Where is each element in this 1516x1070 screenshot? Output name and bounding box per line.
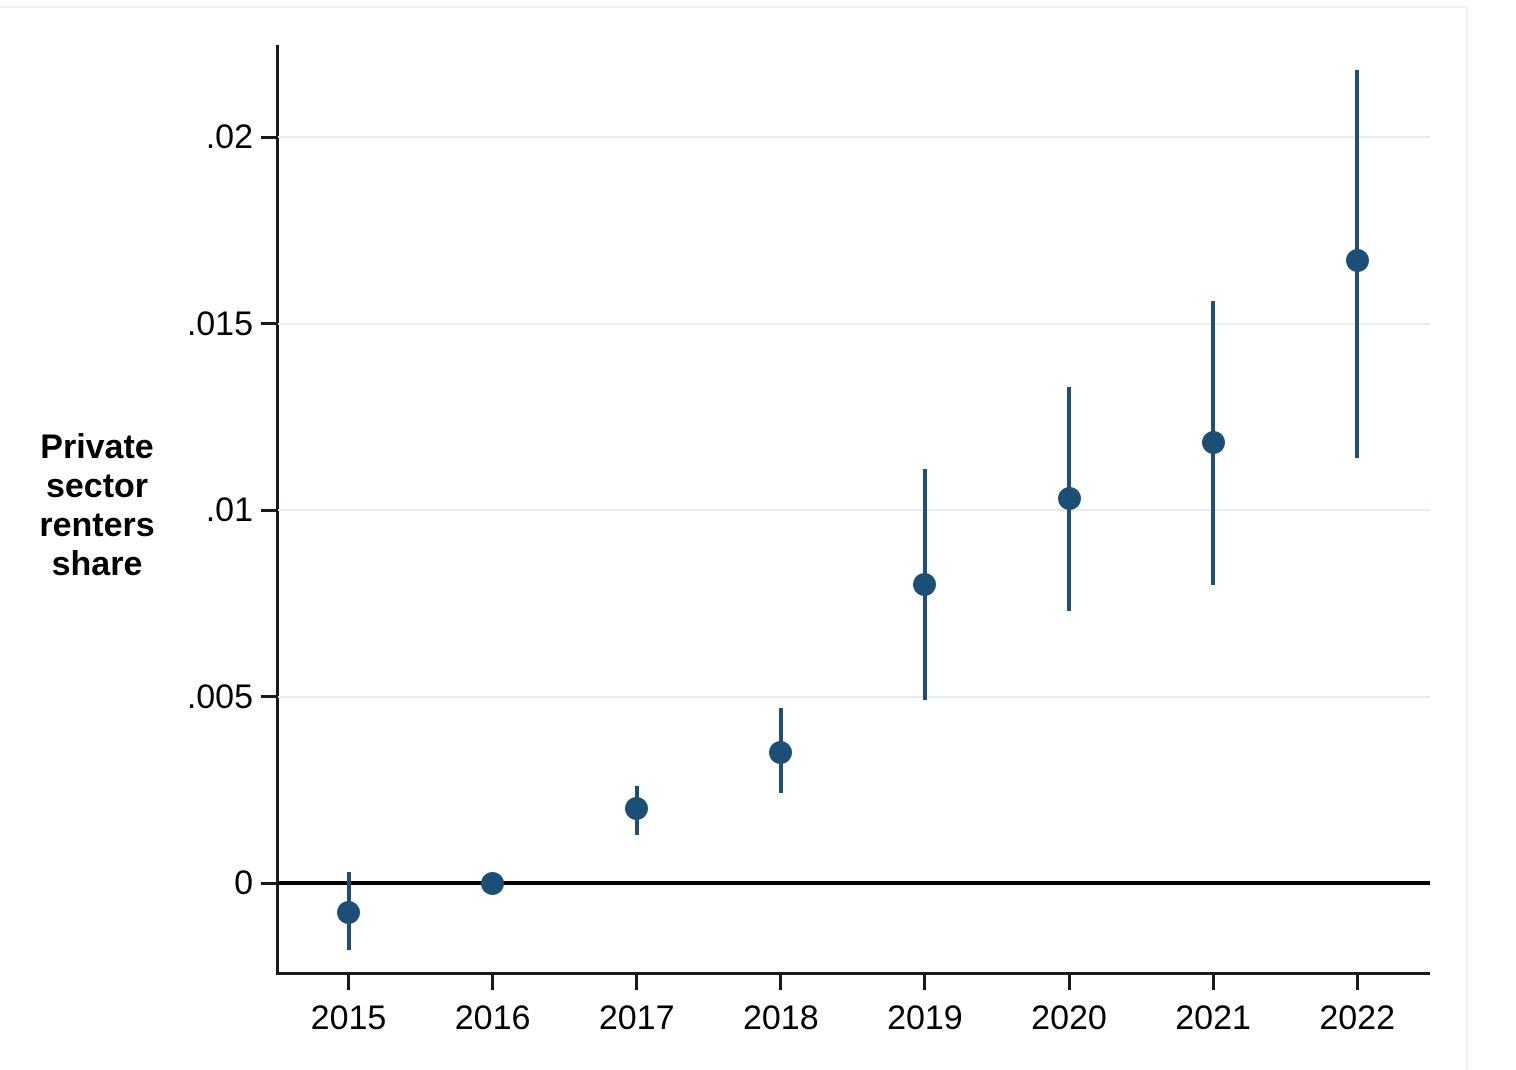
y-gridline xyxy=(278,695,1430,698)
y-axis-tick xyxy=(261,881,277,885)
y-axis-tick xyxy=(261,135,277,139)
y-axis-tick xyxy=(261,508,277,512)
x-axis-tick xyxy=(635,973,639,990)
x-axis-tick-label: 2016 xyxy=(454,999,531,1037)
y-gridline xyxy=(278,509,1430,511)
graph-border-top xyxy=(0,6,1468,8)
graph-border-right xyxy=(1466,6,1468,1070)
x-axis-tick xyxy=(1211,973,1215,990)
x-axis-tick-label: 2021 xyxy=(1175,999,1251,1037)
point-estimate-marker xyxy=(1201,431,1225,455)
y-axis-tick xyxy=(261,322,277,325)
x-axis-tick xyxy=(1355,973,1359,990)
y-axis-tick-label: .01 xyxy=(205,491,253,529)
x-axis-tick-label: 2022 xyxy=(1319,999,1395,1037)
point-estimate-marker xyxy=(769,740,793,764)
y-axis-tick-label: .005 xyxy=(186,677,253,716)
x-axis-line xyxy=(276,972,1430,975)
zero-reference-line xyxy=(278,881,1430,885)
x-axis-tick xyxy=(1067,973,1071,990)
point-estimate-marker xyxy=(1345,248,1369,272)
x-axis-tick xyxy=(779,973,783,990)
y-axis-tick-label: .015 xyxy=(186,304,253,343)
point-estimate-marker xyxy=(337,901,360,925)
x-axis-tick-label: 2018 xyxy=(742,999,819,1037)
x-axis-tick-label: 2020 xyxy=(1031,999,1107,1037)
y-gridline xyxy=(278,322,1430,325)
y-axis-tick-label: 0 xyxy=(234,864,253,902)
point-estimate-marker xyxy=(1057,487,1081,511)
y-axis-line xyxy=(276,45,279,973)
x-axis-tick-label: 2015 xyxy=(310,999,387,1037)
point-estimate-marker xyxy=(625,796,649,820)
y-axis-tick-label: .02 xyxy=(205,118,253,156)
y-gridline xyxy=(278,136,1430,138)
y-axis-title: Private sector renters share xyxy=(39,428,155,583)
point-estimate-marker xyxy=(913,573,937,597)
x-axis-tick xyxy=(491,973,495,990)
x-axis-tick-label: 2017 xyxy=(598,999,675,1037)
point-estimate-marker xyxy=(481,871,505,895)
x-axis-tick-label: 2019 xyxy=(887,999,963,1037)
x-axis-tick xyxy=(923,973,927,990)
y-axis-tick xyxy=(261,695,277,698)
x-axis-tick xyxy=(347,973,350,990)
